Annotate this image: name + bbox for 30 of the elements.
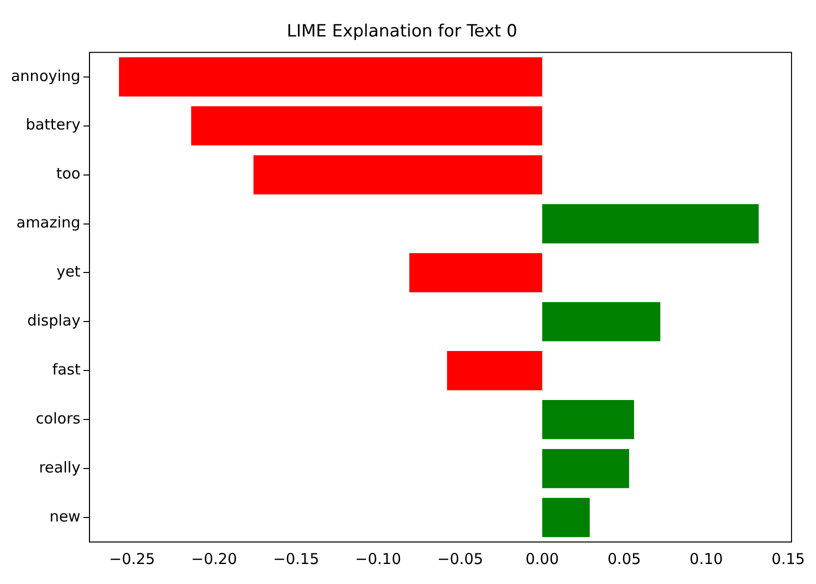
y-tick-label: colors xyxy=(36,409,81,428)
y-tick-label: too xyxy=(56,164,80,183)
y-tick-label: amazing xyxy=(16,214,80,232)
x-tick-label: −0.10 xyxy=(355,550,402,568)
bar xyxy=(542,400,634,440)
bar xyxy=(542,302,660,342)
x-tick-label: −0.05 xyxy=(437,550,484,568)
y-tick-label: annoying xyxy=(10,66,80,85)
bar xyxy=(253,155,542,194)
bar xyxy=(542,204,759,244)
bar xyxy=(118,57,542,96)
x-tick-label: −0.25 xyxy=(109,550,156,568)
x-tick-label: −0.20 xyxy=(191,550,238,568)
y-tick-label: new xyxy=(49,507,80,526)
bar xyxy=(447,351,542,390)
bar xyxy=(191,106,542,146)
x-tick-label: 0.05 xyxy=(608,550,641,568)
y-tick-label: display xyxy=(27,312,81,330)
x-tick-label: 0.15 xyxy=(772,550,805,568)
y-tick-label: yet xyxy=(56,262,81,281)
bar xyxy=(542,498,590,538)
y-tick-label: fast xyxy=(52,360,81,379)
x-tick-label: 0.00 xyxy=(525,550,559,568)
bar xyxy=(409,253,542,292)
bar xyxy=(542,448,630,488)
x-tick-label: −0.15 xyxy=(273,550,320,568)
chart-title: LIME Explanation for Text 0 xyxy=(286,22,518,42)
y-tick-label: really xyxy=(38,458,81,476)
x-tick-label: 0.10 xyxy=(690,550,723,568)
y-tick-label: battery xyxy=(26,116,81,134)
